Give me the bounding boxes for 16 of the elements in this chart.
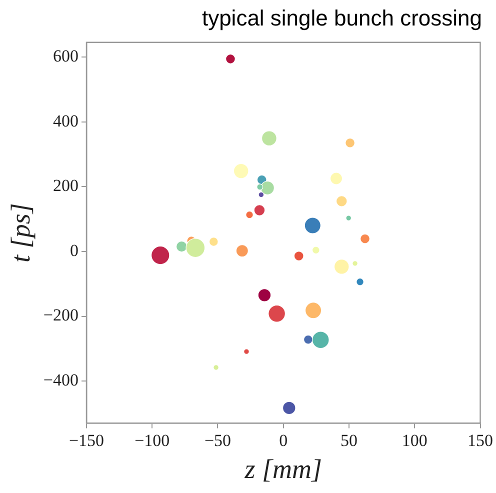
x-tick-label: 0 (279, 430, 288, 450)
y-tick-label: −200 (43, 306, 78, 325)
x-tick-label: −100 (134, 430, 170, 450)
y-tick-label: 200 (52, 176, 78, 196)
y-tick-label: 600 (52, 46, 78, 66)
y-axis-title: t [ps] (5, 203, 36, 262)
x-tick-label: 100 (402, 430, 428, 450)
x-tick-label: −50 (204, 430, 232, 450)
y-tick-label: 0 (70, 240, 78, 260)
chart-title: typical single bunch crossing (202, 5, 482, 30)
y-tick-label: −400 (43, 370, 78, 390)
x-tick-label: −150 (68, 430, 104, 450)
y-tick-label: 400 (52, 111, 78, 130)
x-tick-label: 50 (340, 430, 358, 450)
x-axis-title: z [mm] (244, 454, 322, 484)
x-tick-label: 150 (468, 430, 493, 450)
